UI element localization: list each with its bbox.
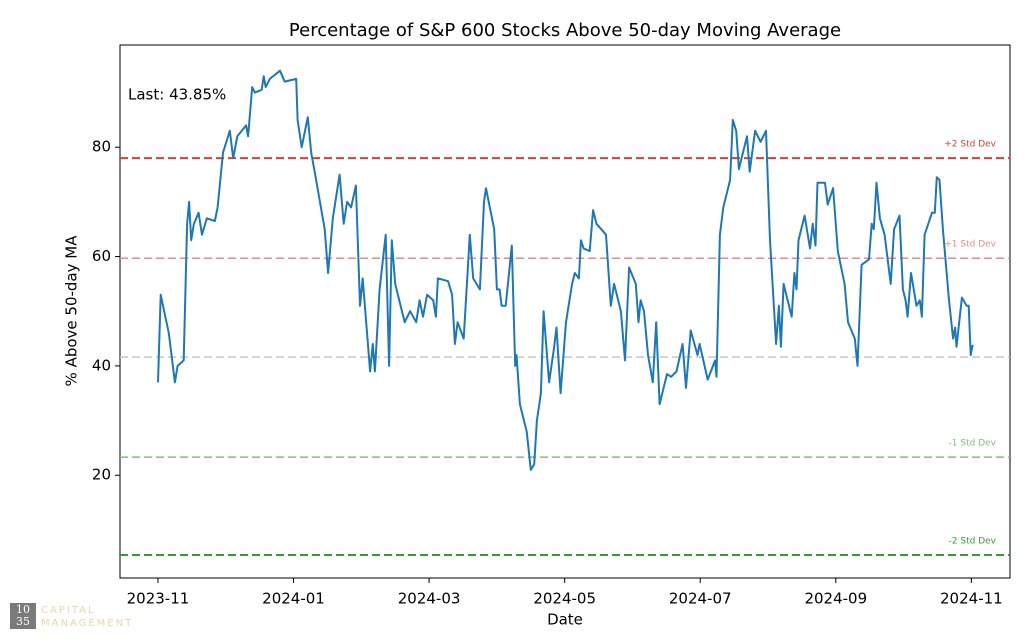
logo-word: MANAGEMENT: [41, 618, 133, 629]
x-tick-label: 2024-03: [398, 590, 461, 608]
y-tick-label: 80: [92, 138, 111, 156]
reference-label: +2 Std Dev: [944, 140, 996, 150]
y-tick-label: 60: [92, 247, 111, 265]
x-tick-label: 2024-11: [940, 590, 1003, 608]
y-tick-label: 20: [92, 466, 111, 484]
plot-frame: [119, 44, 1011, 579]
logo-number: 35: [16, 615, 30, 628]
logo-number: 10: [16, 603, 30, 616]
x-tick-label: 2023-11: [127, 590, 190, 608]
annotation: Last: 43.85%: [128, 86, 226, 104]
y-axis-label: % Above 50-day MA: [63, 235, 81, 387]
reference-label: +1 Std Dev: [944, 240, 996, 250]
x-tick-label: 2024-09: [804, 590, 867, 608]
x-tick-label: 2024-07: [669, 590, 732, 608]
chart-title: Percentage of S&P 600 Stocks Above 50-da…: [289, 20, 841, 41]
logo-word: CAPITAL: [41, 605, 96, 616]
x-axis-label: Date: [547, 611, 583, 629]
data-line: [157, 69, 974, 471]
y-tick-label: 40: [92, 356, 111, 374]
reference-label: -1 Std Dev: [949, 439, 997, 449]
logo-box: [10, 603, 36, 629]
x-tick-label: 2024-01: [262, 590, 325, 608]
x-tick-label: 2024-05: [533, 590, 596, 608]
reference-label: -2 Std Dev: [949, 537, 997, 547]
